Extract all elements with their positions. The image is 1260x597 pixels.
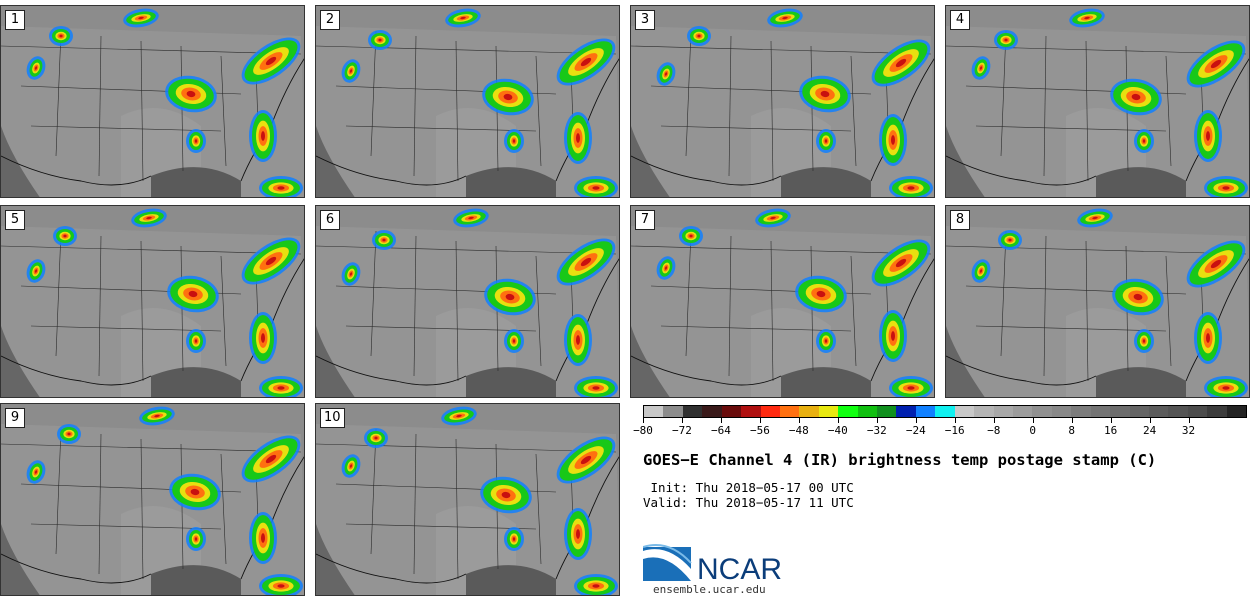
- colorbar-tick: [837, 418, 839, 423]
- colorbar-tick: [915, 418, 917, 423]
- colorbar-tick: [798, 418, 800, 423]
- colorbar-tick-label: −40: [827, 424, 848, 437]
- colorbar-swatch: [1013, 406, 1033, 417]
- colorbar-swatch: [1110, 406, 1130, 417]
- panel-number: 1: [5, 10, 25, 30]
- colorbar-tick: [759, 418, 761, 423]
- colorbar-tick-label: −24: [905, 424, 926, 437]
- colorbar-swatch: [760, 406, 780, 417]
- colorbar-swatch: [974, 406, 994, 417]
- colorbar-tick: [954, 418, 956, 423]
- colorbar-swatch: [721, 406, 742, 417]
- colorbar-tick-label: −80: [633, 424, 653, 437]
- colorbar-swatch: [1051, 406, 1072, 417]
- colorbar-swatch: [993, 406, 1014, 417]
- colorbar-tick-label: 24: [1142, 424, 1157, 437]
- panel-number: 4: [950, 10, 970, 30]
- map-panel-9: 9: [0, 403, 305, 596]
- temperature-colorbar: [643, 405, 1247, 418]
- colorbar-swatch: [1071, 406, 1091, 417]
- map-panel-2: 2: [315, 5, 620, 198]
- chart-title: GOES−E Channel 4 (IR) brightness temp po…: [643, 451, 1157, 469]
- logo-arc: [643, 544, 692, 564]
- colorbar-tick: [876, 418, 878, 423]
- colorbar-tick: [1071, 418, 1073, 423]
- colorbar-swatch: [1032, 406, 1052, 417]
- colorbar-swatch: [857, 406, 878, 417]
- colorbar-tick-label: −8: [987, 424, 1001, 437]
- panel-number: 9: [5, 408, 25, 428]
- map-panel-6: 6: [315, 205, 620, 398]
- colorbar-tick-label: 32: [1181, 424, 1196, 437]
- colorbar-tick-label: −16: [944, 424, 965, 437]
- panel-number: 5: [5, 210, 25, 230]
- colorbar-tick: [1149, 418, 1151, 423]
- map-panel-7: 7: [630, 205, 935, 398]
- colorbar-tick-label: 8: [1068, 424, 1075, 437]
- colorbar-swatch: [702, 406, 722, 417]
- colorbar-tick: [1110, 418, 1112, 423]
- site-url[interactable]: ensemble.ucar.edu: [653, 583, 766, 596]
- colorbar-swatch: [896, 406, 916, 417]
- colorbar-swatch: [1090, 406, 1111, 417]
- colorbar-tick: [993, 418, 995, 423]
- colorbar-swatch: [779, 406, 800, 417]
- colorbar-swatch: [1168, 406, 1188, 417]
- colorbar-swatch: [954, 406, 975, 417]
- panel-number: 3: [635, 10, 655, 30]
- colorbar-swatch: [1129, 406, 1149, 417]
- map-panel-5: 5: [0, 205, 305, 398]
- colorbar-tick-label: −56: [749, 424, 770, 437]
- colorbar-swatch: [1207, 406, 1227, 417]
- colorbar-swatch: [838, 406, 858, 417]
- colorbar-swatch: [818, 406, 839, 417]
- colorbar-tick: [681, 418, 683, 423]
- colorbar-tick-label: 0: [1029, 424, 1036, 437]
- colorbar-swatch: [935, 406, 955, 417]
- colorbar-swatch: [663, 406, 683, 417]
- panel-number: 8: [950, 210, 970, 230]
- colorbar-swatch: [1187, 406, 1208, 417]
- colorbar-tick-label: −48: [788, 424, 809, 437]
- panel-number: 10: [320, 408, 345, 428]
- colorbar-tick: [1188, 418, 1190, 423]
- map-panel-8: 8: [945, 205, 1250, 398]
- colorbar-tick-label: −72: [672, 424, 692, 437]
- colorbar-swatch: [915, 406, 936, 417]
- map-panel-10: 10: [315, 403, 620, 596]
- colorbar-tick: [1032, 418, 1034, 423]
- map-panel-1: 1: [0, 5, 305, 198]
- valid-time: Valid: Thu 2018−05-17 11 UTC: [643, 495, 854, 510]
- panel-number: 2: [320, 10, 340, 30]
- map-panel-4: 4: [945, 5, 1250, 198]
- init-time: Init: Thu 2018−05-17 00 UTC: [643, 480, 854, 495]
- colorbar-tick: [720, 418, 722, 423]
- colorbar-tick-label: 16: [1103, 424, 1118, 437]
- logo-text: NCAR: [697, 553, 782, 583]
- map-panel-3: 3: [630, 5, 935, 198]
- ncar-logo: NCAR: [643, 544, 782, 583]
- colorbar-swatch: [644, 406, 664, 417]
- panel-number: 6: [320, 210, 340, 230]
- colorbar-swatch: [741, 406, 761, 417]
- colorbar-tick: [643, 418, 644, 423]
- colorbar-tick-label: −64: [710, 424, 731, 437]
- colorbar-swatch: [799, 406, 819, 417]
- colorbar-swatch: [1148, 406, 1169, 417]
- colorbar-swatch: [682, 406, 703, 417]
- logo-swoosh: [643, 549, 691, 581]
- panel-number: 7: [635, 210, 655, 230]
- colorbar-tick-label: −32: [866, 424, 887, 437]
- colorbar-swatch: [1226, 406, 1247, 417]
- colorbar-swatch: [877, 406, 897, 417]
